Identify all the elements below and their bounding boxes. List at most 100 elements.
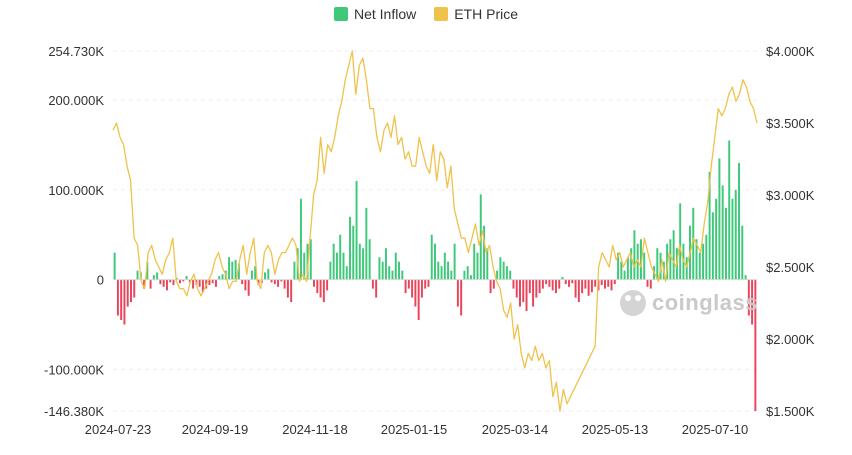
net-inflow-bar xyxy=(218,276,221,280)
net-inflow-bar xyxy=(568,279,571,287)
legend-net-inflow[interactable]: Net Inflow xyxy=(333,6,417,22)
net-inflow-bar xyxy=(352,225,355,280)
legend-eth-price-label: ETH Price xyxy=(454,6,519,22)
net-inflow-bar xyxy=(626,257,629,280)
net-inflow-bar xyxy=(172,279,175,286)
net-inflow-bar xyxy=(519,279,521,307)
net-inflow-bar xyxy=(715,198,718,280)
net-inflow-bar xyxy=(721,185,724,280)
net-inflow-bar xyxy=(610,279,613,291)
net-inflow-bar xyxy=(326,279,329,291)
net-inflow-bar xyxy=(159,279,162,285)
net-inflow-bar xyxy=(551,279,554,291)
net-inflow-bar xyxy=(247,279,250,296)
net-inflow-bar xyxy=(201,279,204,293)
net-inflow-bar xyxy=(561,276,564,280)
net-inflow-bar xyxy=(316,279,319,294)
net-inflow-bar xyxy=(577,279,580,303)
net-inflow-bar xyxy=(679,203,682,280)
net-inflow-bar xyxy=(718,158,721,280)
net-inflow-bar xyxy=(309,239,312,280)
net-inflow-bar xyxy=(414,279,417,307)
net-inflow-bar xyxy=(440,266,443,280)
net-inflow-bar xyxy=(698,252,701,280)
net-inflow-bar xyxy=(453,243,456,280)
net-inflow-bar xyxy=(496,270,499,280)
net-inflow-bar xyxy=(136,270,139,280)
net-inflow-bar xyxy=(741,225,744,280)
net-inflow-bar xyxy=(728,140,731,280)
net-inflow-bar xyxy=(270,279,273,283)
net-inflow-bar xyxy=(358,243,361,280)
net-inflow-bar xyxy=(162,279,165,287)
net-inflow-bar xyxy=(116,279,119,316)
net-inflow-bar xyxy=(149,279,152,289)
net-inflow-bar xyxy=(469,275,472,280)
net-inflow-bar xyxy=(277,279,280,287)
net-inflow-bar xyxy=(427,279,430,287)
net-inflow-bar xyxy=(211,279,214,284)
net-inflow-bar xyxy=(525,279,528,312)
net-inflow-bar xyxy=(535,279,538,298)
net-inflow-bar xyxy=(339,234,342,280)
net-inflow-bar xyxy=(541,279,544,289)
net-inflow-bar xyxy=(299,198,302,280)
net-inflow-bar xyxy=(349,216,351,280)
net-inflow-bar xyxy=(221,274,224,280)
net-inflow-bar xyxy=(156,272,159,280)
net-inflow-bar xyxy=(545,279,548,285)
right-axis-ticks: $4.000K $3.500K $3.000K $2.500K $2.000K $1.50… xyxy=(766,44,815,419)
legend-eth-price[interactable]: ETH Price xyxy=(434,6,518,22)
net-inflow-bar xyxy=(355,180,358,280)
net-inflow-bar xyxy=(267,268,270,280)
legend-net-inflow-label: Net Inflow xyxy=(353,6,417,22)
net-inflow-bar xyxy=(214,279,217,287)
net-inflow-bar xyxy=(744,275,747,280)
net-inflow-bar xyxy=(404,279,407,294)
net-inflow-bar xyxy=(146,261,149,280)
net-inflow-bar xyxy=(293,261,296,280)
net-inflow-bar xyxy=(434,243,436,280)
legend-eth-price-swatch xyxy=(434,7,449,21)
net-inflow-bar xyxy=(424,279,427,289)
left-tick-label-3: 0 xyxy=(97,273,104,288)
net-inflow-bar xyxy=(639,239,642,280)
net-inflow-bar xyxy=(554,279,557,294)
coinglass-wordmark: coinglass xyxy=(652,290,758,315)
net-inflow-bar xyxy=(143,279,146,289)
net-inflow-bar xyxy=(590,279,593,293)
net-inflow-bar xyxy=(630,248,633,280)
net-inflow-bar xyxy=(322,279,325,303)
net-inflow-bar xyxy=(254,266,257,280)
net-inflow-bar xyxy=(571,279,574,284)
net-inflow-bar xyxy=(466,266,469,280)
x-tick-label-4: 2025-03-14 xyxy=(482,422,549,437)
net-inflow-bar xyxy=(130,279,132,303)
net-inflow-bar xyxy=(646,279,649,287)
net-inflow-bar xyxy=(182,279,185,282)
net-inflow-bar xyxy=(613,279,616,285)
net-inflow-bar xyxy=(228,257,231,280)
left-tick-label-0: 254.730K xyxy=(48,44,104,59)
net-inflow-bar xyxy=(152,275,155,280)
legend: Net Inflow ETH Price xyxy=(0,6,852,22)
net-inflow-bar xyxy=(512,279,515,289)
net-inflow-bar xyxy=(313,279,316,287)
net-inflow-bar xyxy=(754,279,757,411)
right-tick-label-2: $3.000K xyxy=(766,188,815,203)
net-inflow-bar xyxy=(548,279,551,287)
net-inflow-bar xyxy=(587,279,590,296)
net-inflow-bar xyxy=(208,279,211,286)
net-inflow-bar xyxy=(623,270,626,280)
right-tick-label-1: $3.500K xyxy=(766,116,815,131)
x-tick-label-6: 2025-07-10 xyxy=(682,422,749,437)
net-inflow-bar xyxy=(604,279,606,289)
x-tick-label-3: 2025-01-15 xyxy=(381,422,448,437)
net-inflow-bar xyxy=(280,279,283,282)
right-tick-label-4: $2.000K xyxy=(766,332,815,347)
net-inflow-bar xyxy=(368,239,371,280)
net-inflow-bar xyxy=(522,279,525,303)
net-inflow-bar xyxy=(473,243,476,280)
net-inflow-bar xyxy=(303,252,306,280)
